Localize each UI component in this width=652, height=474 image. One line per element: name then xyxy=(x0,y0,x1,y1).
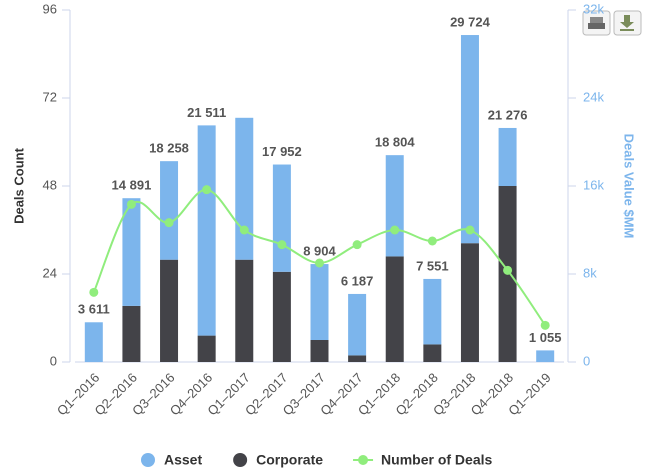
marker xyxy=(390,225,400,235)
download-button[interactable] xyxy=(613,10,642,36)
total-label: 8 904 xyxy=(303,243,336,258)
y2-tick-label: 32k xyxy=(583,1,604,16)
bar xyxy=(122,198,141,306)
total-label: 21 511 xyxy=(187,105,226,120)
y2-tick-label: 8k xyxy=(583,265,597,280)
marker xyxy=(352,240,362,250)
bar xyxy=(197,125,216,336)
total-label: 14 891 xyxy=(112,178,152,193)
y2-tick-label: 24k xyxy=(583,89,604,104)
total-label: 18 804 xyxy=(375,135,416,150)
bar xyxy=(423,278,442,345)
bar xyxy=(84,322,103,362)
bar xyxy=(423,344,442,362)
marker xyxy=(465,225,475,235)
bar xyxy=(160,259,179,362)
bar xyxy=(160,161,179,260)
legend-item[interactable]: Corporate xyxy=(233,452,323,468)
marker xyxy=(277,240,287,250)
bar xyxy=(235,259,254,362)
legend-item[interactable]: Asset xyxy=(141,452,202,468)
bar xyxy=(385,155,404,257)
total-label: 29 724 xyxy=(450,14,491,29)
bar xyxy=(348,293,367,356)
bar xyxy=(272,164,291,272)
print-button[interactable] xyxy=(582,10,611,36)
y-axis-title: Deals Count xyxy=(11,147,26,224)
y-tick-label: 24 xyxy=(43,265,57,280)
y-tick-label: 0 xyxy=(50,353,57,368)
marker xyxy=(427,236,437,246)
y2-tick-label: 0 xyxy=(583,353,590,368)
total-label: 1 055 xyxy=(529,330,562,345)
bar xyxy=(460,243,479,362)
marker xyxy=(239,225,249,235)
y-tick-label: 48 xyxy=(43,177,57,192)
y2-axis-title: Deals Value $MM xyxy=(622,134,637,239)
bar xyxy=(498,127,517,186)
bar xyxy=(536,350,555,362)
total-label: 18 258 xyxy=(149,141,189,156)
y2-tick-label: 16k xyxy=(583,177,604,192)
marker xyxy=(540,320,550,330)
total-label: 3 611 xyxy=(78,302,110,317)
total-label: 21 276 xyxy=(488,107,528,122)
legend-marker xyxy=(233,453,248,467)
bar xyxy=(310,264,329,340)
legend-item[interactable]: Number of Deals xyxy=(353,452,493,468)
bar xyxy=(310,340,329,362)
marker xyxy=(503,265,513,275)
bar xyxy=(272,271,291,362)
total-label: 6 187 xyxy=(341,273,374,288)
legend-label: Asset xyxy=(164,452,202,468)
legend-marker xyxy=(141,453,155,467)
marker xyxy=(89,287,99,297)
bar xyxy=(197,335,216,362)
bar xyxy=(385,256,404,362)
bar xyxy=(460,35,479,244)
legend-marker xyxy=(358,455,369,465)
marker xyxy=(315,258,324,268)
legend-label: Number of Deals xyxy=(381,452,492,468)
marker xyxy=(126,199,136,209)
legend-label: Corporate xyxy=(256,452,323,468)
y-tick-label: 72 xyxy=(43,89,57,104)
total-label: 7 551 xyxy=(416,258,449,273)
bar xyxy=(235,117,254,260)
bar xyxy=(348,355,367,362)
marker xyxy=(164,218,174,228)
marker xyxy=(202,185,212,195)
total-label: 17 952 xyxy=(262,144,302,159)
bar xyxy=(122,305,141,362)
y-tick-label: 96 xyxy=(43,1,57,16)
